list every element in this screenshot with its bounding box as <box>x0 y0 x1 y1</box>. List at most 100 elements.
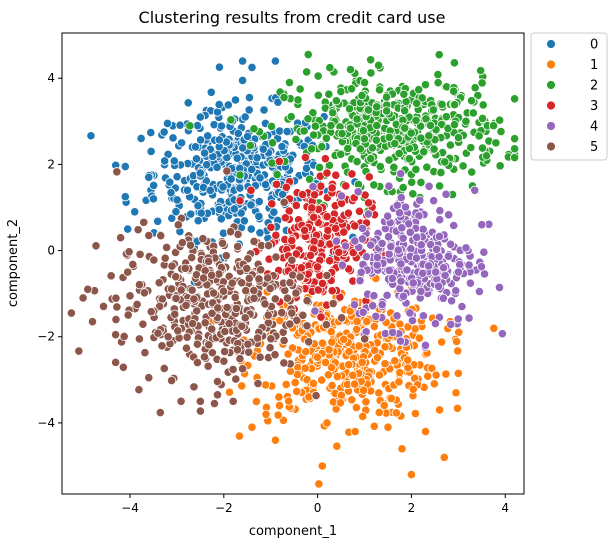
data-point <box>328 108 338 118</box>
data-point <box>320 357 331 368</box>
data-point <box>434 50 444 60</box>
data-point <box>354 206 365 216</box>
data-point <box>282 126 292 137</box>
data-point <box>453 314 463 324</box>
data-point <box>245 140 255 151</box>
data-point <box>255 352 265 362</box>
data-point <box>237 56 248 66</box>
data-point <box>285 319 295 329</box>
x-tick-label: 4 <box>501 501 509 515</box>
data-point <box>510 144 520 154</box>
data-point <box>345 123 356 133</box>
data-point <box>287 235 297 246</box>
data-point <box>284 77 295 88</box>
data-point <box>313 285 323 295</box>
data-point <box>371 311 381 321</box>
data-point <box>457 301 467 312</box>
data-point <box>371 135 381 145</box>
data-point <box>406 470 417 480</box>
data-point <box>283 349 293 359</box>
data-point <box>123 224 133 234</box>
data-point <box>183 98 193 108</box>
data-point <box>374 370 385 380</box>
data-point <box>308 108 318 118</box>
data-point <box>153 216 163 226</box>
data-point <box>326 327 336 337</box>
data-point <box>435 206 445 216</box>
data-point <box>181 343 192 353</box>
data-point <box>135 249 145 259</box>
data-point <box>372 120 382 131</box>
data-point <box>394 148 404 159</box>
data-point <box>171 207 181 217</box>
data-point <box>326 120 336 131</box>
data-point <box>416 177 426 188</box>
data-point <box>418 224 428 234</box>
data-point <box>395 367 405 378</box>
data-point <box>230 292 240 303</box>
data-point <box>246 185 256 195</box>
data-point <box>274 392 284 402</box>
data-point <box>433 78 443 88</box>
data-point <box>341 181 351 191</box>
data-point <box>429 144 439 154</box>
data-point <box>359 77 370 88</box>
data-point <box>177 238 187 248</box>
data-point <box>383 232 394 242</box>
data-point <box>242 263 252 274</box>
scatter-points <box>66 49 520 489</box>
data-point <box>244 273 254 284</box>
data-point <box>221 251 231 261</box>
data-point <box>433 69 443 80</box>
data-point <box>327 183 337 193</box>
data-point <box>445 140 455 150</box>
data-point <box>383 422 393 432</box>
data-point <box>225 227 236 237</box>
data-point <box>437 99 447 110</box>
data-point <box>272 169 282 180</box>
data-point <box>292 315 302 325</box>
data-point <box>361 252 372 262</box>
data-point <box>216 214 226 224</box>
data-point <box>222 302 232 313</box>
data-point <box>314 479 324 489</box>
data-point <box>306 250 316 261</box>
data-point <box>235 196 245 206</box>
data-point <box>214 99 224 110</box>
data-point <box>192 306 202 316</box>
data-point <box>240 313 250 323</box>
legend-marker <box>546 100 556 111</box>
data-point <box>398 291 409 301</box>
data-point <box>130 207 140 217</box>
legend-marker <box>546 121 556 131</box>
data-point <box>489 323 499 333</box>
data-point <box>191 154 202 164</box>
data-point <box>396 169 406 179</box>
data-point <box>123 310 133 320</box>
data-point <box>270 350 280 360</box>
data-point <box>431 370 441 380</box>
data-point <box>372 353 383 363</box>
data-point <box>403 363 413 373</box>
data-point <box>146 146 156 157</box>
data-point <box>177 138 187 148</box>
data-point <box>441 189 451 199</box>
data-point <box>273 97 283 107</box>
data-point <box>140 348 150 358</box>
data-point <box>357 90 367 101</box>
data-point <box>168 133 178 143</box>
data-point <box>146 127 156 138</box>
data-point <box>220 326 230 337</box>
data-point <box>252 153 262 163</box>
data-point <box>325 256 335 266</box>
data-point <box>366 240 376 250</box>
data-point <box>449 220 459 231</box>
data-point <box>327 286 337 296</box>
data-point <box>209 120 219 130</box>
data-point <box>223 100 233 110</box>
data-point <box>363 209 374 219</box>
data-point <box>398 233 408 243</box>
data-point <box>453 133 464 143</box>
data-point <box>171 272 181 282</box>
data-point <box>167 213 177 223</box>
